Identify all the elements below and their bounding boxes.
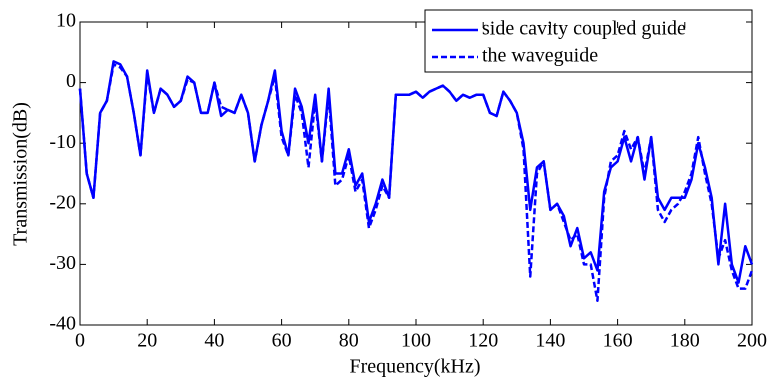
y-tick-label: -30 [49, 252, 76, 274]
x-tick-label: 60 [272, 330, 292, 352]
y-tick-label: 10 [56, 10, 76, 32]
x-axis-label: Frequency(kHz) [349, 356, 480, 378]
x-tick-label: 180 [670, 330, 700, 352]
legend-label: side cavity coupled guide [482, 18, 686, 40]
x-tick-label: 100 [401, 330, 431, 352]
y-tick-label: -20 [49, 191, 76, 213]
x-tick-label: 160 [603, 330, 633, 352]
legend-label: the waveguide [482, 45, 598, 67]
y-axis-label: Transmission(dB) [10, 102, 32, 246]
x-tick-label: 200 [737, 330, 767, 352]
x-tick-label: 80 [339, 330, 359, 352]
y-tick-label: -40 [49, 313, 76, 335]
data-line [78, 63, 754, 303]
data-line [78, 60, 754, 284]
y-tick-label: 0 [66, 70, 76, 92]
x-tick-label: 120 [468, 330, 498, 352]
y-tick-label: -10 [49, 131, 76, 153]
x-tick-label: 20 [137, 330, 157, 352]
legend-box [424, 9, 753, 73]
x-tick-label: 140 [535, 330, 565, 352]
x-tick-label: 0 [75, 330, 85, 352]
x-tick-label: 40 [204, 330, 224, 352]
